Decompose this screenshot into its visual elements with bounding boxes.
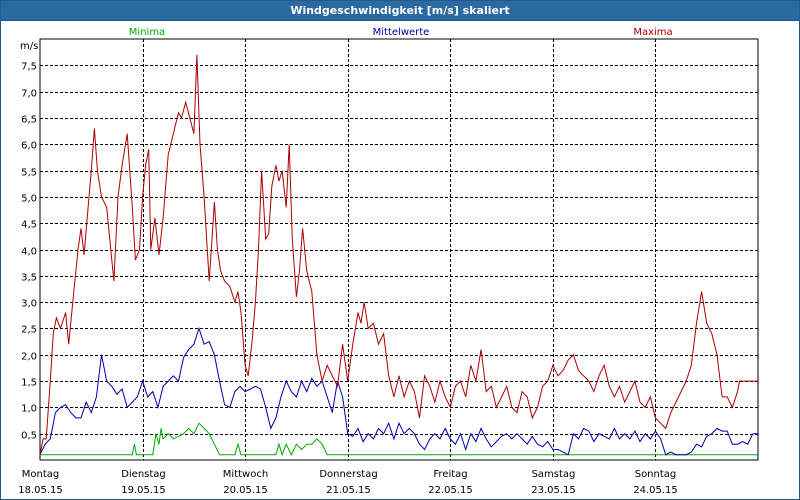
y-tick-label: 7,0 [21, 89, 37, 100]
x-tick-day: Freitag [433, 469, 467, 480]
x-tick-day: Donnerstag [319, 469, 377, 480]
x-tick-date: 18.05.15 [18, 485, 63, 496]
y-tick-label: 6,0 [21, 141, 37, 152]
y-tick-label: 3,0 [21, 299, 37, 310]
x-tick-date: 21.05.15 [326, 485, 371, 496]
series-line-mittelwerte [39, 326, 758, 456]
y-unit-label: m/s [20, 41, 38, 52]
y-tick-label: 6,5 [21, 115, 37, 126]
y-tick-label: 0,5 [21, 431, 37, 442]
x-tick-date: 23.05.15 [531, 485, 576, 496]
series-line-maxima [39, 54, 758, 455]
y-tick-label: 4,0 [21, 247, 37, 258]
x-tick-date: 24.05.15 [633, 485, 678, 496]
y-tick-label: 3,5 [21, 273, 37, 284]
grid-lines [40, 39, 758, 460]
y-tick-label: 7,5 [21, 62, 37, 73]
y-tick-label: 2,5 [21, 325, 37, 336]
window-title: Windgeschwindigkeit [m/s] skaliert [1, 1, 799, 21]
legend-mittelwerte: Mittelwerte [373, 27, 430, 38]
series-lines [39, 54, 758, 457]
y-tick-label: 1,0 [21, 404, 37, 415]
x-axis-ticks: Montag 18.05.15 Dienstag 19.05.15 Mittwoch 20… [18, 469, 678, 496]
x-tick-date: 22.05.15 [428, 485, 473, 496]
legend-maxima: Maxima [633, 27, 672, 38]
plot-frame [39, 38, 759, 461]
y-tick-label: 2,0 [21, 352, 37, 363]
x-tick-day: Montag [22, 469, 59, 480]
y-axis-ticks: 0,5 1,0 1,5 2,0 2,5 3,0 3,5 4,0 4,5 5,0 5,5 6,0 6,5 7… [21, 62, 37, 442]
x-tick-day: Sonntag [635, 469, 677, 480]
x-tick-day: Dienstag [121, 469, 166, 480]
x-tick-day: Mittwoch [223, 469, 268, 480]
y-tick-label: 4,5 [21, 220, 37, 231]
y-tick-label: 1,5 [21, 378, 37, 389]
y-tick-label: 5,5 [21, 168, 37, 179]
legend-minima: Minima [129, 27, 165, 38]
series-line-minima [40, 422, 758, 457]
x-tick-date: 19.05.15 [121, 485, 166, 496]
x-tick-date: 20.05.15 [223, 485, 268, 496]
x-tick-day: Samstag [532, 469, 576, 480]
y-tick-label: 5,0 [21, 194, 37, 205]
